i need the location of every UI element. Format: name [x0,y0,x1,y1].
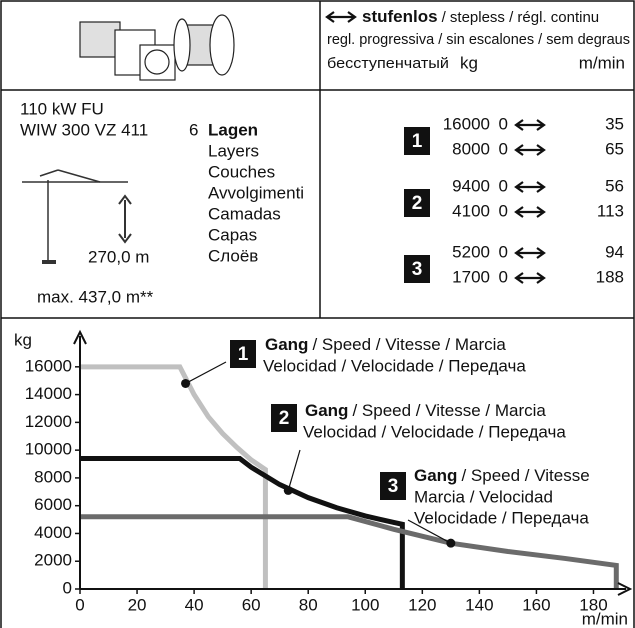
legend-badge: 3 [388,476,399,497]
x-tick-label: 120 [408,595,436,614]
hoist-power: 110 kW FU [20,99,104,118]
gear-to: 35 [605,114,624,133]
double-arrow [516,182,544,192]
header-kg: kg [460,53,478,72]
marker [284,486,293,495]
marker [181,379,190,388]
x-axis-label: m/min [582,609,628,628]
gear-from: 0 [499,114,508,133]
hoist-max: max. 437,0 m** [37,287,154,306]
gear-kg: 4100 [452,201,490,220]
y-tick-label: 6000 [34,495,72,514]
x-tick-label: 160 [522,595,550,614]
page: stufenlos/ stepless / régl. continu regl.… [0,0,635,628]
gang: Gang [414,466,457,485]
y-tick-label: 14000 [25,384,72,403]
layer-count: 6 [189,120,198,139]
gear-to: 113 [597,201,624,220]
y-tick-label: 0 [63,578,72,597]
gear-badge: 3 [412,259,423,280]
layer-label: Avvolgimenti [208,183,304,202]
gear-kg: 5200 [452,242,490,261]
x-tick-label: 100 [351,595,379,614]
y-tick-label: 4000 [34,523,72,542]
langs: / Speed / Vitesse / Marcia [352,401,546,420]
y-tick-label: 12000 [25,412,72,431]
y-tick-label: 16000 [25,356,72,375]
legend-badge: 1 [238,344,249,365]
gear-kg: 1700 [452,267,490,286]
gear-to: 188 [596,267,624,286]
double-arrow [516,145,544,155]
layer-label: Layers [208,141,259,160]
x-tick-label: 60 [242,595,261,614]
stepless-bold: stufenlos [362,7,438,26]
x-tick-label: 140 [465,595,493,614]
double-arrow [516,207,544,217]
gear-badge: 2 [412,193,423,214]
series-line [80,367,265,589]
layer-label: Couches [208,162,275,181]
legend-text: Gang/ Speed / Vitesse / Marcia [305,401,546,420]
legend-text: Velocidad / Velocidade / Передача [303,422,566,441]
legend-text: Gang/ Speed / Vitesse / Marcia [265,335,506,354]
gear-badge: 1 [412,131,423,152]
leader-line [288,450,300,490]
gear-to: 94 [605,242,624,261]
header-unit: m/min [579,53,625,72]
series-line [80,517,616,589]
gear-from: 0 [499,201,508,220]
y-tick-label: 10000 [25,440,72,459]
legend-text: Marcia / Velocidad [414,487,553,506]
gang: Gang [305,401,348,420]
y-axis-label: kg [14,330,32,349]
gear-kg: 16000 [443,114,490,133]
legend-text: Velocidade / Передача [414,508,589,527]
layer-label: Camadas [208,204,281,223]
double-arrow [327,12,355,22]
header-line2: regl. progressiva / sin escalones / sem … [327,31,630,48]
leader-line [186,362,226,383]
double-arrow [516,120,544,130]
gear-from: 0 [499,242,508,261]
legend-badge: 2 [279,408,290,429]
header-line1: stufenlos/ stepless / régl. continu [362,7,599,26]
gear-from: 0 [499,176,508,195]
y-tick-label: 8000 [34,467,72,486]
gang: Gang [265,335,308,354]
legend-text: Gang/ Speed / Vitesse [414,466,590,485]
x-tick-label: 0 [75,595,84,614]
y-tick-label: 2000 [34,551,72,570]
double-arrow [516,248,544,258]
x-tick-label: 80 [299,595,318,614]
layer-label: Capas [208,225,257,244]
gear-kg: 8000 [452,139,490,158]
layer-label: Слоёв [208,246,258,265]
hoist-height: 270,0 m [88,247,149,266]
gear-kg: 9400 [452,176,490,195]
series-line [80,458,402,589]
langs: / Speed / Vitesse [461,466,589,485]
stepless-langs: / stepless / régl. continu [442,9,600,26]
gear-to: 56 [605,176,624,195]
gear-from: 0 [499,139,508,158]
header-line3: бесступенчатый [327,55,449,72]
x-axis [80,583,630,595]
double-arrow [516,273,544,283]
gear-to: 65 [605,139,624,158]
legend-text: Velocidad / Velocidade / Передача [263,356,526,375]
marker [446,539,455,548]
frame [1,1,634,628]
layer-label: Lagen [208,120,258,139]
hoist-model: WIW 300 VZ 411 [20,120,148,139]
gear-from: 0 [499,267,508,286]
x-tick-label: 40 [185,595,204,614]
winch-drawing [80,15,234,80]
x-tick-label: 20 [128,595,147,614]
langs: / Speed / Vitesse / Marcia [312,335,506,354]
